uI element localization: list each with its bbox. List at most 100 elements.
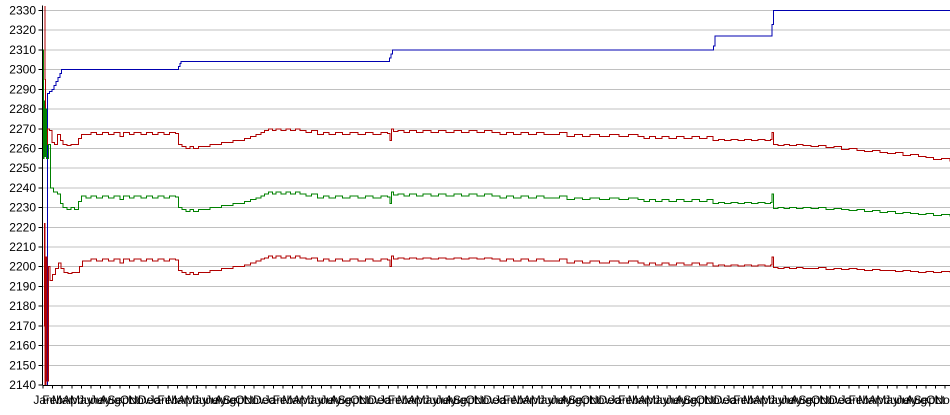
y-tick-label: 2160 <box>9 339 36 353</box>
y-tick-label: 2260 <box>9 141 36 155</box>
x-tick-label: Oct <box>581 393 600 407</box>
series-group <box>43 6 950 386</box>
x-tick-label: Jan <box>609 393 628 407</box>
x-tick-label: Nov <box>359 393 380 407</box>
y-tick-label: 2180 <box>9 299 36 313</box>
x-tick-label: Jan <box>264 393 283 407</box>
x-tick-label: Oct <box>235 393 254 407</box>
y-tick-label: 2240 <box>9 181 36 195</box>
x-tick-label: Dec <box>368 393 389 407</box>
x-tick-label: Mar <box>743 393 764 407</box>
x-tick-label: Feb <box>848 393 869 407</box>
x-tick-label: Apr <box>408 393 427 407</box>
x-tick-label: Dec <box>483 393 504 407</box>
y-tick-label: 2250 <box>9 161 36 175</box>
x-tick-label: Aug <box>215 393 236 407</box>
x-tick-label: Nov <box>474 393 495 407</box>
x-tick-label: Nov <box>819 393 840 407</box>
x-tick-label: Jan <box>33 393 52 407</box>
x-tick-label: Dec <box>138 393 159 407</box>
x-tick-label: June <box>769 393 795 407</box>
x-tick-label: Sept <box>453 393 478 407</box>
y-tick-label: 2320 <box>9 23 36 37</box>
x-tick-label: Aug <box>906 393 927 407</box>
x-tick-label: Feb <box>618 393 639 407</box>
x-tick-label: Nov <box>935 393 950 407</box>
x-tick-label: Sept <box>914 393 939 407</box>
x-tick-label: Aug <box>791 393 812 407</box>
y-tick-labels-group: 2330 2320 2310 2300 2290 2280 2270 2260 2250 2240… <box>9 4 36 393</box>
x-tick-label: Mar <box>628 393 649 407</box>
x-tick-label: Jan <box>724 393 743 407</box>
x-tick-label: July <box>781 393 802 407</box>
x-tick-label: Dec <box>829 393 850 407</box>
x-tick-label: Mar <box>858 393 879 407</box>
x-tick-label: Feb <box>157 393 178 407</box>
x-tick-label: Sept <box>223 393 248 407</box>
x-tick-label: Apr <box>62 393 81 407</box>
x-tick-label: Feb <box>42 393 63 407</box>
x-tick-label: Jan <box>148 393 167 407</box>
red-upper-series <box>44 6 950 162</box>
x-tick-label: Sept <box>338 393 363 407</box>
x-tick-label: July <box>666 393 687 407</box>
y-tick-label: 2170 <box>9 319 36 333</box>
x-tick-label: Nov <box>128 393 149 407</box>
x-tick-label: Apr <box>638 393 657 407</box>
gridlines-group <box>43 10 950 366</box>
y-tick-label: 2330 <box>9 4 36 18</box>
x-tick-label: Dec <box>714 393 735 407</box>
x-tick-label: Apr <box>523 393 542 407</box>
x-tick-label: Jan <box>840 393 859 407</box>
x-tick-label: Nov <box>704 393 725 407</box>
y-tick-label: 2230 <box>9 201 36 215</box>
x-tick-label: Apr <box>293 393 312 407</box>
x-tick-label: Apr <box>753 393 772 407</box>
x-tick-label: Oct <box>350 393 369 407</box>
x-tick-label: July <box>320 393 341 407</box>
x-tick-label: Sept <box>107 393 132 407</box>
x-tick-label: Apr <box>869 393 888 407</box>
x-tick-label: Sept <box>683 393 708 407</box>
x-tick-label: July <box>435 393 456 407</box>
y-tick-label: 2200 <box>9 260 36 274</box>
x-tick-label: June <box>308 393 334 407</box>
y-tick-label: 2290 <box>9 82 36 96</box>
x-tick-label: Mar <box>167 393 188 407</box>
y-tick-label: 2300 <box>9 63 36 77</box>
x-tick-label: June <box>423 393 449 407</box>
x-tick-label: Aug <box>330 393 351 407</box>
x-tick-label: Feb <box>273 393 294 407</box>
y-tick-label: 2190 <box>9 279 36 293</box>
x-tick-label: June <box>78 393 104 407</box>
x-tick-label: Aug <box>675 393 696 407</box>
x-tick-label: Nov <box>589 393 610 407</box>
x-tick-label: May <box>185 393 208 407</box>
x-tick-label: May <box>416 393 439 407</box>
y-tick-label: 2210 <box>9 240 36 254</box>
y-tick-label: 2270 <box>9 122 36 136</box>
y-tick-label: 2140 <box>9 378 36 392</box>
y-tick-label: 2310 <box>9 43 36 57</box>
x-tick-label: June <box>884 393 910 407</box>
x-tick-labels-group: JanFebMarAprMayJuneJulyAugSeptOctNovDecJ… <box>33 393 950 407</box>
x-tick-label: July <box>896 393 917 407</box>
x-tick-label: Apr <box>178 393 197 407</box>
x-tick-label: Aug <box>560 393 581 407</box>
x-tick-label: July <box>551 393 572 407</box>
x-tick-label: May <box>531 393 554 407</box>
x-tick-label: Feb <box>503 393 524 407</box>
x-tick-label: Aug <box>100 393 121 407</box>
x-tick-label: Oct <box>926 393 945 407</box>
x-tick-label: Mar <box>52 393 73 407</box>
x-tick-label: Oct <box>696 393 715 407</box>
x-tick-label: July <box>90 393 111 407</box>
x-tick-label: Mar <box>397 393 418 407</box>
y-tick-label: 2280 <box>9 102 36 116</box>
green-middle-series <box>43 49 950 217</box>
x-tick-label: Feb <box>388 393 409 407</box>
red-lower-series <box>43 222 950 386</box>
x-tick-label: Oct <box>120 393 139 407</box>
